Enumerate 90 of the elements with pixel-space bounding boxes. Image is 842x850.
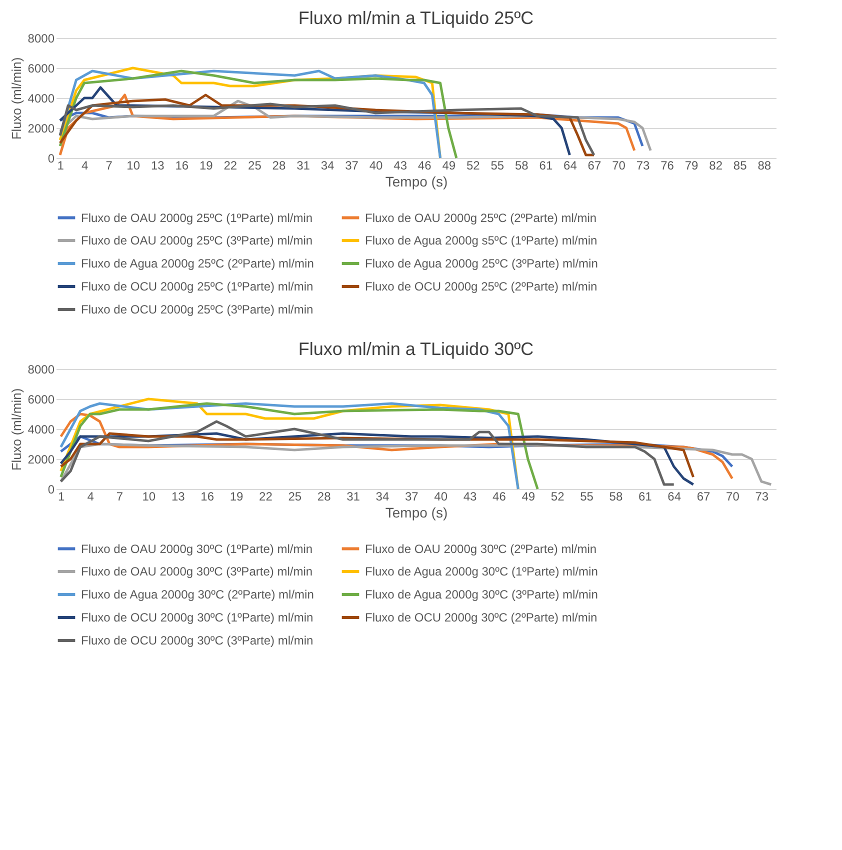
legend-label: Fluxo de OAU 2000g 30ºC (3ºParte) ml/min — [81, 564, 313, 578]
x-tick-label: 31 — [346, 490, 360, 504]
legend-label: Fluxo de OCU 2000g 25ºC (1ºParte) ml/min — [81, 280, 314, 294]
y-tick-label: 8000 — [28, 32, 55, 46]
legend-label: Fluxo de OCU 2000g 30ºC (1ºParte) ml/min — [81, 610, 314, 624]
chart-title: Fluxo ml/min a TLiquido 30ºC — [298, 339, 534, 359]
x-tick-label: 67 — [696, 490, 711, 504]
legend-label: Fluxo de OAU 2000g 30ºC (1ºParte) ml/min — [81, 542, 313, 556]
x-tick-label: 19 — [230, 490, 244, 504]
legend-label: Fluxo de OAU 2000g 25ºC (1ºParte) ml/min — [81, 210, 313, 225]
x-tick-label: 4 — [87, 490, 94, 504]
legend-label: Fluxo de OCU 2000g 25ºC (3ºParte) ml/min — [81, 302, 314, 316]
x-tick-label: 55 — [580, 490, 594, 504]
chart-title: Fluxo ml/min a TLiquido 25ºC — [298, 8, 534, 28]
legend-label: Fluxo de OAU 2000g 30ºC (2ºParte) ml/min — [365, 542, 597, 556]
x-tick-label: 70 — [612, 158, 626, 172]
x-tick-label: 49 — [522, 490, 536, 504]
x-tick-label: 16 — [200, 490, 214, 504]
x-tick-label: 49 — [442, 158, 456, 172]
x-tick-label: 13 — [150, 158, 165, 172]
y-tick-label: 2000 — [28, 122, 55, 136]
x-tick-label: 4 — [81, 158, 88, 172]
x-tick-label: 73 — [636, 158, 650, 172]
x-tick-label: 22 — [259, 490, 273, 504]
x-tick-label: 67 — [588, 158, 602, 172]
y-tick-label: 4000 — [28, 422, 55, 436]
legend-label: Fluxo de Agua 2000g 30ºC (1ºParte) ml/min — [365, 564, 598, 578]
x-tick-label: 85 — [733, 158, 748, 172]
x-tick-label: 10 — [142, 490, 156, 504]
y-tick-label: 4000 — [28, 92, 55, 106]
x-tick-label: 52 — [466, 158, 480, 172]
x-tick-label: 82 — [709, 158, 723, 172]
legend-label: Fluxo de OAU 2000g 25ºC (3ºParte) ml/min — [81, 234, 313, 248]
x-tick-label: 22 — [224, 158, 238, 172]
legend-label: Fluxo de Agua 2000g 30ºC (3ºParte) ml/min — [365, 588, 598, 602]
x-tick-label: 37 — [345, 158, 359, 172]
y-tick-label: 0 — [48, 152, 55, 166]
x-tick-label: 70 — [726, 490, 740, 504]
y-axis-title: Fluxo (ml/min) — [8, 57, 24, 140]
y-axis-title: Fluxo (ml/min) — [8, 388, 24, 471]
x-tick-label: 25 — [288, 490, 302, 504]
x-tick-label: 1 — [58, 490, 66, 504]
x-tick-label: 31 — [296, 158, 310, 172]
x-tick-label: 40 — [369, 158, 384, 172]
legend-label: Fluxo de Agua 2000g 30ºC (2ºParte) ml/min — [81, 588, 314, 602]
x-tick-label: 46 — [492, 490, 506, 504]
y-tick-label: 0 — [48, 482, 55, 496]
x-tick-label: 76 — [660, 158, 674, 172]
x-tick-label: 7 — [106, 158, 113, 172]
y-tick-label: 2000 — [28, 452, 55, 466]
y-tick-label: 6000 — [28, 392, 55, 406]
x-tick-label: 58 — [514, 158, 529, 172]
x-tick-label: 28 — [317, 490, 332, 504]
x-tick-label: 10 — [126, 158, 140, 172]
legend-label: Fluxo de OCU 2000g 30ºC (3ºParte) ml/min — [81, 634, 314, 648]
legend-label: Fluxo de Agua 2000g s5ºC (1ºParte) ml/min — [365, 234, 598, 248]
x-tick-label: 13 — [171, 490, 186, 504]
x-tick-label: 61 — [539, 158, 553, 172]
x-tick-label: 58 — [609, 490, 623, 504]
x-tick-label: 43 — [463, 490, 478, 504]
x-tick-label: 34 — [320, 158, 335, 172]
x-tick-label: 52 — [550, 490, 565, 504]
x-tick-label: 64 — [668, 490, 682, 504]
y-tick-label: 8000 — [28, 362, 55, 376]
x-tick-label: 25 — [248, 158, 262, 172]
line-series — [60, 420, 676, 486]
x-tick-label: 79 — [684, 158, 699, 172]
x-tick-label: 64 — [564, 158, 578, 172]
legend-label: Fluxo de Agua 2000g 25ºC (3ºParte) ml/min — [365, 256, 598, 270]
x-tick-label: 34 — [376, 490, 390, 504]
x-tick-label: 46 — [418, 158, 432, 172]
x-tick-label: 7 — [116, 490, 124, 504]
y-tick-label: 6000 — [28, 62, 55, 76]
x-tick-label: 43 — [394, 158, 408, 172]
x-tick-label: 55 — [490, 158, 504, 172]
x-tick-label: 73 — [755, 490, 769, 504]
x-axis-title: Tempo (s) — [385, 504, 448, 520]
legend-label: Fluxo de OCU 2000g 25ºC (2ºParte) ml/min — [365, 280, 598, 294]
legend-label: Fluxo de Agua 2000g 25ºC (2ºParte) ml/min — [81, 256, 314, 270]
x-tick-label: 16 — [175, 158, 189, 172]
x-axis-title: Tempo (s) — [385, 174, 448, 190]
legend-label: Fluxo de OCU 2000g 30ºC (2ºParte) ml/min — [365, 610, 598, 624]
x-tick-label: 28 — [272, 158, 286, 172]
x-tick-label: 19 — [199, 158, 214, 172]
x-tick-label: 61 — [638, 490, 652, 504]
x-tick-label: 37 — [404, 490, 419, 504]
x-tick-label: 88 — [758, 158, 772, 172]
x-tick-label: 1 — [57, 158, 64, 172]
x-tick-label: 40 — [434, 490, 448, 504]
legend-label: Fluxo de OAU 2000g 25ºC (2ºParte) ml/min — [365, 210, 597, 225]
